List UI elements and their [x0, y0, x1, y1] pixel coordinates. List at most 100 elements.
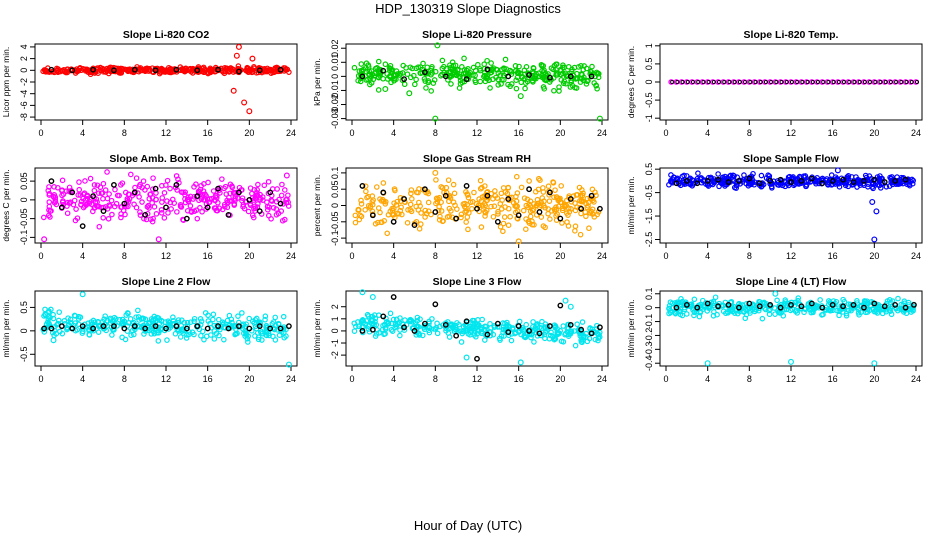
data-point — [440, 218, 446, 224]
hourly-point — [805, 79, 810, 85]
y-tick-label: -0.4 — [644, 355, 654, 371]
data-point — [358, 197, 364, 204]
data-point — [374, 65, 380, 71]
y-tick-label: -2 — [330, 351, 340, 359]
data-point — [446, 334, 453, 340]
data-point — [548, 208, 555, 214]
data-point — [364, 311, 371, 318]
data-point — [259, 337, 265, 343]
panel-title: Slope Amb. Box Temp. — [109, 153, 222, 165]
hourly-point — [902, 176, 909, 183]
data-point — [906, 181, 912, 188]
hourly-point — [767, 177, 774, 184]
data-point — [257, 320, 263, 326]
hourly-point — [673, 180, 680, 187]
data-point — [445, 177, 452, 183]
hourly-point — [380, 67, 387, 74]
x-tick-label: 0 — [349, 128, 354, 138]
data-point — [745, 306, 751, 313]
data-point — [211, 328, 218, 334]
data-point — [149, 200, 155, 206]
data-point — [428, 88, 435, 94]
hourly-point — [225, 325, 232, 332]
panel-3: Slope Amb. Box Temp. degrees C per min. 0 4… — [1, 153, 298, 261]
data-point — [59, 177, 66, 184]
hourly-point — [90, 325, 96, 332]
data-point — [199, 208, 205, 215]
hourly-point — [173, 66, 180, 73]
data-point — [493, 74, 499, 81]
data-point — [109, 318, 116, 325]
hourly-point — [277, 66, 284, 73]
data-point — [492, 193, 499, 199]
data-point — [372, 333, 379, 339]
data-point — [673, 308, 679, 314]
hourly-point — [163, 325, 169, 332]
hourly-point — [878, 79, 883, 85]
x-tick-label: 0 — [38, 251, 43, 261]
hourly-point — [857, 79, 862, 85]
data-point — [146, 195, 153, 202]
data-point — [358, 61, 365, 67]
data-point — [583, 200, 589, 207]
data-point — [122, 336, 129, 343]
data-point — [86, 331, 92, 338]
data-point — [795, 295, 802, 301]
hourly-point — [505, 73, 512, 80]
data-point — [131, 201, 137, 208]
data-point — [358, 213, 365, 220]
data-point — [463, 189, 469, 195]
data-point — [460, 201, 467, 207]
data-point — [355, 77, 361, 84]
data-point — [463, 208, 470, 214]
data-point — [150, 215, 156, 222]
data-point — [550, 179, 556, 185]
data-point — [510, 325, 516, 331]
hourly-point — [798, 177, 805, 184]
data-point — [262, 313, 269, 319]
data-point — [563, 202, 570, 209]
data-point — [439, 65, 446, 72]
data-point — [730, 172, 736, 179]
data-point — [186, 331, 192, 338]
hourly-point — [736, 177, 742, 184]
data-point — [472, 72, 478, 79]
data-point — [117, 70, 124, 76]
data-point — [353, 323, 359, 330]
data-point — [564, 325, 571, 332]
data-point — [381, 331, 387, 338]
data-point — [278, 208, 285, 214]
data-point — [169, 196, 176, 203]
data-point — [888, 299, 894, 306]
data-point — [495, 82, 502, 88]
data-point — [587, 325, 593, 331]
data-point — [583, 81, 590, 87]
data-point — [113, 200, 120, 207]
data-point — [413, 76, 419, 83]
data-point — [72, 320, 79, 326]
data-point — [119, 320, 126, 326]
hourly-point — [183, 215, 190, 222]
hourly-point — [173, 323, 180, 330]
hourly-point — [871, 176, 878, 183]
data-point — [272, 337, 279, 343]
data-point — [60, 198, 66, 204]
data-point — [74, 326, 81, 333]
panel-title: Slope Line 2 Flow — [122, 276, 212, 288]
data-point — [64, 210, 71, 217]
data-point — [404, 220, 411, 226]
data-point — [463, 321, 470, 328]
x-tick-label: 12 — [161, 251, 171, 261]
data-point — [400, 62, 407, 69]
data-point — [774, 297, 780, 304]
data-point — [579, 319, 586, 325]
x-tick-label: 8 — [122, 251, 127, 261]
data-point — [133, 314, 139, 320]
hourly-point — [567, 196, 574, 202]
hourly-point — [871, 300, 878, 307]
data-point — [173, 173, 180, 179]
hourly-point — [90, 66, 96, 73]
outlier-point — [369, 294, 376, 301]
data-point — [272, 314, 279, 321]
data-point — [351, 328, 358, 334]
